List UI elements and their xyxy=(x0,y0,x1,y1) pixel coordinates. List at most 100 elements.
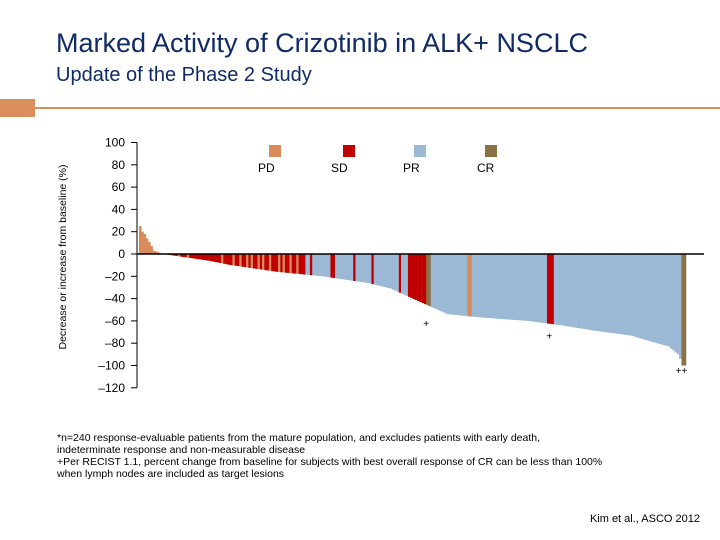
bar-sd xyxy=(266,254,270,271)
y-tick-label: –20 xyxy=(105,269,125,283)
bar-sd xyxy=(264,254,267,271)
bar-pr xyxy=(335,254,338,279)
bar-pr xyxy=(341,254,345,280)
bar-pr xyxy=(471,254,475,317)
bar-pr xyxy=(316,254,320,276)
bar-pr xyxy=(590,254,593,331)
bar-pr xyxy=(622,254,625,335)
bar-pr xyxy=(603,254,607,333)
bar-pr xyxy=(344,254,347,280)
bar-pr xyxy=(476,254,479,318)
bar-pr xyxy=(323,254,327,277)
bar-sd xyxy=(191,254,194,259)
bar-cr xyxy=(428,254,431,307)
bar-pr xyxy=(574,254,577,328)
bar-pd xyxy=(239,254,242,267)
bar-sd xyxy=(189,254,192,259)
footnote-line: indeterminate response and non-measurabl… xyxy=(57,444,306,456)
bar-pr xyxy=(654,254,657,343)
bar-sd xyxy=(184,254,188,258)
bar-pr xyxy=(307,254,311,275)
y-axis-label: Decrease or increase from baseline (%) xyxy=(57,165,69,350)
bar-pr xyxy=(312,254,315,276)
bar-pr xyxy=(665,254,669,346)
y-tick-label: –40 xyxy=(105,292,125,306)
bar-sd xyxy=(209,254,213,262)
y-axis-group: 100 80 60 40 20 0 –20 –40 –60 –80 –100 –120 xyxy=(98,136,138,395)
bar-pr xyxy=(430,254,434,308)
y-tick-label: 0 xyxy=(118,247,125,261)
bar-pr xyxy=(364,254,368,283)
bar-pr xyxy=(505,254,509,320)
bar-pr xyxy=(387,254,390,289)
bar-pr xyxy=(535,254,539,323)
bar-pr xyxy=(439,254,443,312)
bar-pr xyxy=(492,254,495,319)
bar-pr xyxy=(350,254,354,281)
bar-sd xyxy=(248,254,251,268)
bar-pr xyxy=(433,254,436,309)
bar-pr xyxy=(474,254,477,317)
legend-swatch-sd xyxy=(343,145,355,157)
bar-pr xyxy=(405,254,409,296)
bar-sd xyxy=(252,254,256,269)
footnote: *n=240 response-evaluable patients from … xyxy=(57,432,707,480)
bar-pd xyxy=(150,246,153,254)
bar-sd xyxy=(291,254,295,274)
bar-pr xyxy=(592,254,596,331)
bar-pr xyxy=(355,254,359,282)
bar-pd xyxy=(232,254,235,266)
bar-pr xyxy=(585,254,589,330)
bar-sd xyxy=(227,254,231,265)
bar-pd xyxy=(262,254,265,270)
bar-pr xyxy=(610,254,614,334)
bar-pr xyxy=(485,254,488,318)
bar-sd xyxy=(280,254,283,273)
bar-pd xyxy=(469,254,473,317)
cr-annotation: + xyxy=(423,319,429,330)
bar-sd xyxy=(200,254,204,260)
bar-sd xyxy=(417,254,420,302)
bar-sd xyxy=(207,254,210,261)
bar-pd xyxy=(289,254,292,274)
bar-pr xyxy=(499,254,502,319)
y-tick-label: 60 xyxy=(112,180,126,194)
bar-sd xyxy=(421,254,425,304)
bar-pr xyxy=(435,254,438,310)
bar-sd xyxy=(205,254,208,261)
bar-pr xyxy=(357,254,361,282)
bar-pr xyxy=(526,254,529,321)
bar-sd xyxy=(180,254,183,257)
bar-pr xyxy=(517,254,520,321)
bar-sd xyxy=(284,254,288,273)
bar-pr xyxy=(453,254,457,315)
bar-sd xyxy=(423,254,427,305)
bar-pr xyxy=(562,254,566,326)
bar-pr xyxy=(451,254,454,315)
bar-pd xyxy=(186,254,190,258)
y-tick-label: 80 xyxy=(112,158,126,172)
bar-pr xyxy=(464,254,468,316)
bar-pr xyxy=(442,254,445,313)
bar-sd xyxy=(237,254,240,267)
bar-pr xyxy=(346,254,349,280)
bar-pr xyxy=(601,254,605,332)
bar-pr xyxy=(651,254,655,343)
bar-pr xyxy=(373,254,377,285)
bar-cr xyxy=(681,254,684,366)
bar-pr xyxy=(597,254,600,332)
annotations-group: ++++ xyxy=(423,319,687,377)
bar-pr xyxy=(403,254,406,295)
bar-pr xyxy=(576,254,580,328)
bar-pr xyxy=(510,254,514,320)
bar-pr xyxy=(633,254,637,337)
bar-pr xyxy=(649,254,653,342)
bar-pr xyxy=(385,254,388,288)
bar-sd xyxy=(243,254,247,268)
bar-pr xyxy=(360,254,363,282)
bar-pd xyxy=(139,226,142,255)
bar-pr xyxy=(663,254,666,346)
bar-pr xyxy=(626,254,630,336)
bar-pr xyxy=(533,254,536,322)
bar-pr xyxy=(672,254,675,351)
